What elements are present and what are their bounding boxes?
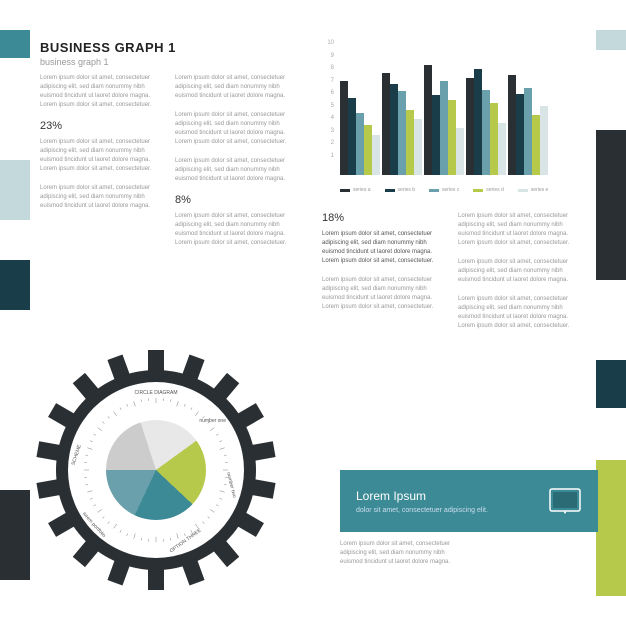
tablet-icon: [548, 487, 582, 515]
y-axis-label: 5: [322, 103, 334, 109]
bar: [340, 81, 348, 175]
legend-label: series b: [398, 187, 416, 193]
page-container: BUSINESS GRAPH 1 business graph 1 Lorem …: [40, 40, 586, 596]
bar: [540, 106, 548, 175]
legend-swatch: [429, 189, 439, 192]
bar: [448, 100, 456, 175]
callout-title: Lorem Ipsum: [356, 489, 548, 503]
text-column-bottom: Lorem ipsum dolor sit amet, consectetuer…: [340, 540, 460, 577]
bar: [516, 94, 524, 175]
bar: [508, 75, 516, 175]
legend-item: series c: [429, 187, 459, 193]
accent-block: [596, 460, 626, 596]
callout-banner: Lorem Ipsum dolor sit amet, consectetuer…: [340, 470, 598, 532]
legend-swatch: [518, 189, 528, 192]
bar: [382, 73, 390, 176]
bar: [432, 95, 440, 175]
bar: [490, 103, 498, 176]
ring-mid: [106, 420, 206, 520]
accent-block: [596, 30, 626, 50]
y-axis-label: 7: [322, 78, 334, 84]
paragraph: Lorem ipsum dolor sit amet, consectetuer…: [175, 74, 290, 101]
paragraph: Lorem ipsum dolor sit amet, consectetuer…: [40, 138, 155, 174]
bar: [474, 69, 482, 175]
y-axis-label: 6: [322, 90, 334, 96]
bar: [406, 110, 414, 175]
y-axis-label: 9: [322, 53, 334, 59]
bar: [456, 128, 464, 176]
paragraph: Lorem ipsum dolor sit amet, consectetuer…: [175, 111, 290, 147]
legend-swatch: [473, 189, 483, 192]
legend-label: series a: [353, 187, 371, 193]
bar-group: [382, 73, 422, 176]
accent-block: [596, 360, 626, 408]
y-axis-label: 10: [322, 40, 334, 46]
bar: [414, 119, 422, 175]
paragraph: Lorem ipsum dolor sit amet, consectetuer…: [458, 258, 573, 285]
stat-value: 8%: [175, 194, 290, 206]
legend-swatch: [340, 189, 350, 192]
paragraph: Lorem ipsum dolor sit amet, consectetuer…: [458, 295, 573, 331]
bar-group: [424, 65, 464, 175]
bar: [466, 78, 474, 176]
accent-block: [596, 130, 626, 280]
gear-tooth: [148, 568, 164, 590]
legend-item: series b: [385, 187, 416, 193]
bar-chart: series a series b series c series d series e…: [322, 40, 577, 195]
bar: [440, 81, 448, 175]
y-axis-label: 4: [322, 115, 334, 121]
bar: [398, 91, 406, 175]
accent-block: [0, 260, 30, 310]
paragraph: Lorem ipsum dolor sit amet, consectetuer…: [322, 230, 437, 266]
accent-block: [0, 160, 30, 220]
legend-label: series d: [486, 187, 504, 193]
accent-block: [0, 490, 30, 580]
bar: [424, 65, 432, 175]
y-axis-label: 2: [322, 140, 334, 146]
y-axis-label: 8: [322, 65, 334, 71]
bar-group: [508, 75, 548, 175]
bar-group: [340, 81, 380, 175]
legend-swatch: [385, 189, 395, 192]
bar: [390, 84, 398, 175]
callout-subtitle: dolor sit amet, consectetuer adipiscing …: [356, 507, 548, 514]
bar: [532, 115, 540, 175]
gear-tooth: [148, 350, 164, 372]
text-column-1: Lorem ipsum dolor sit amet, consectetuer…: [40, 74, 155, 221]
bar-group: [466, 69, 506, 175]
legend-label: series c: [442, 187, 459, 193]
paragraph: Lorem ipsum dolor sit amet, consectetuer…: [322, 276, 437, 312]
paragraph: Lorem ipsum dolor sit amet, consectetuer…: [340, 540, 460, 567]
stat-value: 23%: [40, 120, 155, 132]
y-axis-label: 1: [322, 153, 334, 159]
paragraph: Lorem ipsum dolor sit amet, consectetuer…: [40, 74, 155, 110]
bar: [372, 135, 380, 175]
paragraph: Lorem ipsum dolor sit amet, consectetuer…: [40, 184, 155, 211]
text-column-3: 18% Lorem ipsum dolor sit amet, consecte…: [322, 212, 437, 322]
paragraph: Lorem ipsum dolor sit amet, consectetuer…: [175, 157, 290, 184]
bar: [482, 90, 490, 175]
legend-item: series d: [473, 187, 504, 193]
stat-value: 18%: [322, 212, 437, 224]
accent-block: [0, 30, 30, 58]
text-column-4: Lorem ipsum dolor sit amet, consectetuer…: [458, 212, 573, 341]
circle-diagram: CIRCLE DIAGRAM number one number two OPT…: [36, 350, 276, 590]
legend-label: series e: [531, 187, 549, 193]
paragraph: Lorem ipsum dolor sit amet, consectetuer…: [175, 212, 290, 248]
bar: [498, 123, 506, 176]
paragraph: Lorem ipsum dolor sit amet, consectetuer…: [458, 212, 573, 248]
text-column-2: Lorem ipsum dolor sit amet, consectetuer…: [175, 74, 290, 258]
legend-item: series a: [340, 187, 371, 193]
bar: [524, 88, 532, 176]
bar: [356, 113, 364, 176]
bar: [364, 125, 372, 175]
y-axis-label: 3: [322, 128, 334, 134]
chart-legend: series a series b series c series d series e: [340, 187, 548, 193]
legend-item: series e: [518, 187, 549, 193]
bar: [348, 98, 356, 176]
